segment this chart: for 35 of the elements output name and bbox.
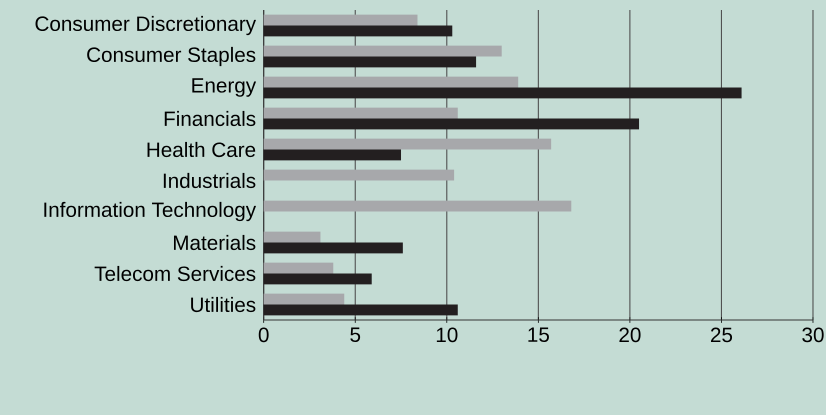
bar	[264, 170, 454, 180]
y-tick-label: Information Technology	[44, 202, 256, 222]
bar	[264, 46, 502, 56]
bar	[264, 274, 372, 284]
x-tick-label: 25	[710, 328, 732, 342]
bar	[264, 14, 418, 26]
bar	[264, 294, 344, 304]
x-tick-label: 20	[619, 328, 641, 342]
y-tick-label: Financials	[164, 110, 256, 126]
x-tick-label: 10	[436, 328, 458, 342]
bar	[264, 108, 458, 118]
y-tick-label: Materials	[174, 234, 256, 250]
bar	[264, 76, 518, 88]
bar	[264, 56, 476, 68]
x-tick-label: 15	[528, 328, 549, 342]
bar	[264, 138, 552, 150]
bar	[264, 304, 458, 316]
x-tick-label: 5	[350, 328, 360, 342]
bar	[264, 262, 334, 274]
bar	[264, 26, 452, 36]
y-tick-label: Consumer Staples	[87, 46, 256, 66]
y-tick-label: Utilities	[191, 296, 256, 312]
y-tick-label: Industrials	[164, 172, 256, 188]
y-tick-label: Energy	[192, 78, 256, 97]
bar	[264, 150, 402, 160]
bar	[264, 232, 320, 243]
bar	[264, 88, 742, 98]
y-tick-label: Telecom Services	[94, 266, 256, 282]
y-tick-label: Consumer Discretionary	[36, 16, 256, 36]
y-tick-label: Health Care	[148, 142, 256, 158]
bar	[264, 118, 640, 130]
x-tick-label: 0	[258, 328, 269, 342]
bar	[264, 200, 572, 212]
bar	[264, 242, 403, 254]
x-tick-label: 30	[802, 328, 824, 342]
